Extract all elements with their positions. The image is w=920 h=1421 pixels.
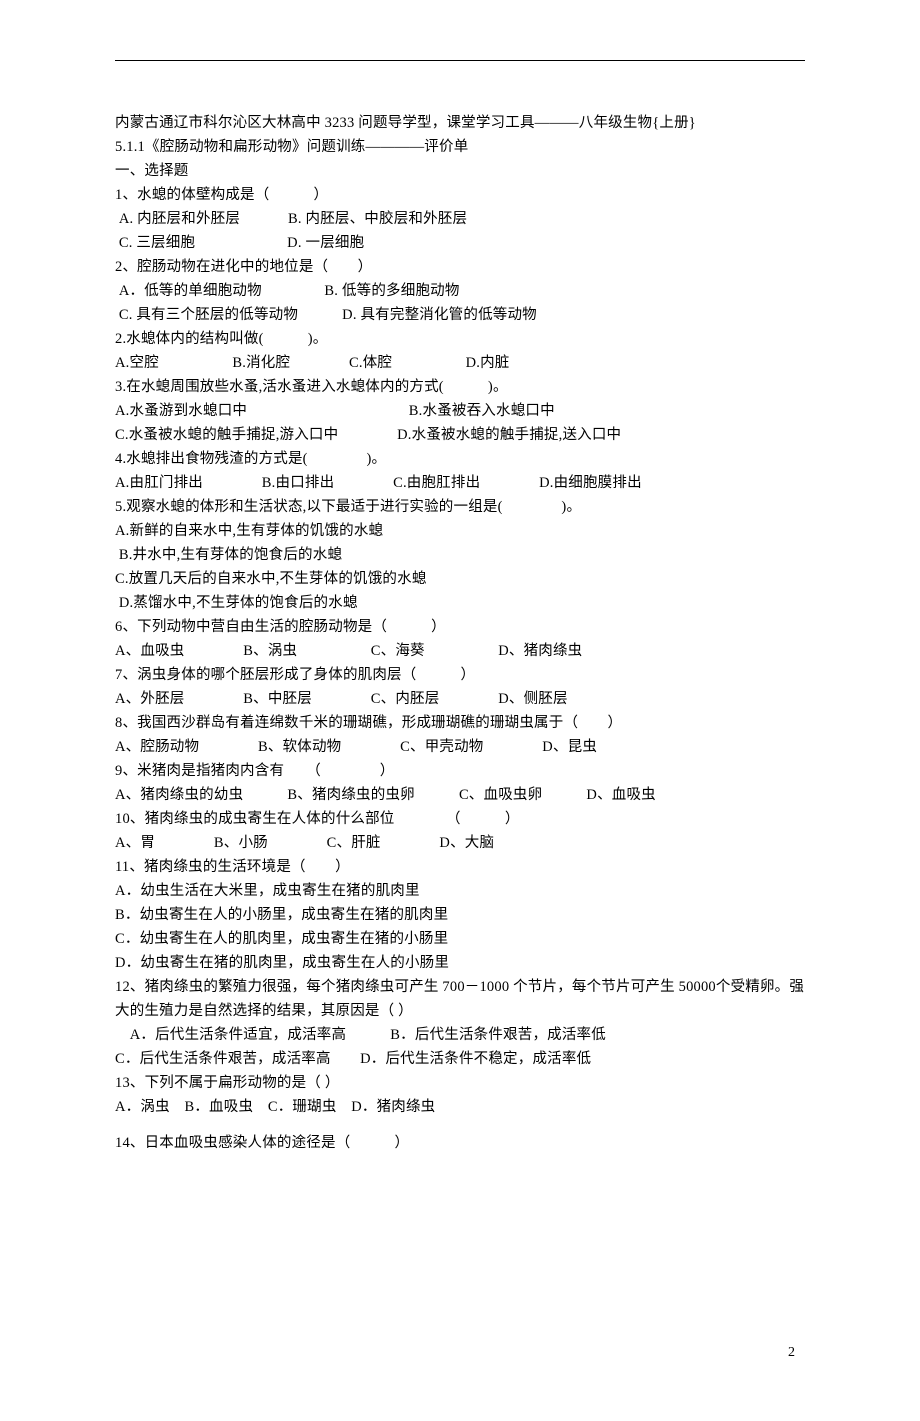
doc-subtitle: 5.1.1《腔肠动物和扁形动物》问题训练————评价单	[115, 135, 805, 159]
page-number: 2	[115, 1345, 805, 1361]
question-option: C. 三层细胞 D. 一层细胞	[115, 231, 805, 255]
question-option: A．后代生活条件适宜，成活率高 B．后代生活条件艰苦，成活率低	[115, 1023, 805, 1047]
question-stem: 8、我国西沙群岛有着连绵数千米的珊瑚礁，形成珊瑚礁的珊瑚虫属于（ ）	[115, 711, 805, 735]
question-option: A.水蚤游到水螅口中 B.水蚤被吞入水螅口中	[115, 399, 805, 423]
question-stem: 1、水螅的体壁构成是（ ）	[115, 183, 805, 207]
question-option: B．幼虫寄生在人的小肠里，成虫寄生在猪的肌肉里	[115, 903, 805, 927]
question-stem: 5.观察水螅的体形和生活状态,以下最适于进行实验的一组是( )。	[115, 495, 805, 519]
question-stem: 3.在水螅周围放些水蚤,活水蚤进入水螅体内的方式( )。	[115, 375, 805, 399]
question-stem: 9、米猪肉是指猪肉内含有 （ ）	[115, 759, 805, 783]
question-option: C.放置几天后的自来水中,不生芽体的饥饿的水螅	[115, 567, 805, 591]
question-stem: 13、下列不属于扁形动物的是（ ）	[115, 1071, 805, 1095]
question-stem: 11、猪肉绦虫的生活环境是（ ）	[115, 855, 805, 879]
top-horizontal-rule	[115, 60, 805, 61]
question-option: A、腔肠动物 B、软体动物 C、甲壳动物 D、昆虫	[115, 735, 805, 759]
question-stem: 4.水螅排出食物残渣的方式是( )。	[115, 447, 805, 471]
question-option: A．幼虫生活在大米里，成虫寄生在猪的肌肉里	[115, 879, 805, 903]
question-option: C.水蚤被水螅的触手捕捉,游入口中 D.水蚤被水螅的触手捕捉,送入口中	[115, 423, 805, 447]
question-stem: 6、下列动物中营自由生活的腔肠动物是（ ）	[115, 615, 805, 639]
question-stem: 10、猪肉绦虫的成虫寄生在人体的什么部位 （ ）	[115, 807, 805, 831]
question-stem: 12、猪肉绦虫的繁殖力很强，每个猪肉绦虫可产生 700－1000 个节片，每个节…	[115, 975, 805, 1023]
question-stem: 2、腔肠动物在进化中的地位是（ ）	[115, 255, 805, 279]
question-option: A、外胚层 B、中胚层 C、内胚层 D、侧胚层	[115, 687, 805, 711]
question-option: A、胃 B、小肠 C、肝脏 D、大脑	[115, 831, 805, 855]
question-option: A.由肛门排出 B.由口排出 C.由胞肛排出 D.由细胞膜排出	[115, 471, 805, 495]
section-heading: 一、选择题	[115, 159, 805, 183]
question-option: A.新鲜的自来水中,生有芽体的饥饿的水螅	[115, 519, 805, 543]
question-option: C．幼虫寄生在人的肌肉里，成虫寄生在猪的小肠里	[115, 927, 805, 951]
question-option: A. 内胚层和外胚层 B. 内胚层、中胶层和外胚层	[115, 207, 805, 231]
question-stem: 7、涡虫身体的哪个胚层形成了身体的肌肉层（ ）	[115, 663, 805, 687]
question-stem: 2.水螅体内的结构叫做( )。	[115, 327, 805, 351]
question-option: C. 具有三个胚层的低等动物 D. 具有完整消化管的低等动物	[115, 303, 805, 327]
question-stem: 14、日本血吸虫感染人体的途径是（ ）	[115, 1131, 805, 1155]
question-option: A、猪肉绦虫的幼虫 B、猪肉绦虫的虫卵 C、血吸虫卵 D、血吸虫	[115, 783, 805, 807]
question-option: D．幼虫寄生在猪的肌肉里，成虫寄生在人的小肠里	[115, 951, 805, 975]
question-option: D.蒸馏水中,不生芽体的饱食后的水螅	[115, 591, 805, 615]
question-option: A．低等的单细胞动物 B. 低等的多细胞动物	[115, 279, 805, 303]
question-option: C．后代生活条件艰苦，成活率高 D．后代生活条件不稳定，成活率低	[115, 1047, 805, 1071]
doc-header: 内蒙古通辽市科尔沁区大林高中 3233 问题导学型，课堂学习工具———八年级生物…	[115, 111, 805, 135]
question-option: A、血吸虫 B、涡虫 C、海葵 D、猪肉绦虫	[115, 639, 805, 663]
paragraph-gap	[115, 1119, 805, 1131]
question-option: A．涡虫 B．血吸虫 C．珊瑚虫 D．猪肉绦虫	[115, 1095, 805, 1119]
question-option: A.空腔 B.消化腔 C.体腔 D.内脏	[115, 351, 805, 375]
question-option: B.井水中,生有芽体的饱食后的水螅	[115, 543, 805, 567]
